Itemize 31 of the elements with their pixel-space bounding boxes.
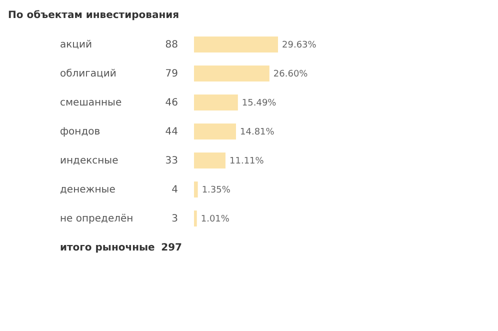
bar	[194, 210, 197, 226]
text: 297	[161, 242, 182, 254]
y-tick-label: денежные	[60, 184, 116, 196]
bar	[194, 152, 226, 168]
data-label: 33	[165, 156, 178, 166]
y-tick-label: не определён	[60, 214, 134, 224]
y-tick-label: смешанные	[60, 98, 122, 108]
data-label: 3	[172, 214, 178, 224]
data-label: 4	[172, 184, 178, 196]
bar	[194, 182, 198, 198]
annotation: 29.63%	[282, 40, 317, 50]
annotation: 15.49%	[242, 98, 277, 108]
annotation: 1.35%	[202, 186, 231, 196]
y-tick-label: индексные	[60, 156, 118, 166]
data-label: 44	[165, 126, 178, 138]
bar	[194, 36, 278, 52]
data-label: 79	[165, 68, 178, 80]
annotation: 26.60%	[273, 70, 308, 80]
data-label: 88	[165, 40, 178, 50]
annotation: 14.81%	[240, 128, 275, 138]
bar	[194, 94, 238, 110]
y-tick-label: акций	[60, 40, 92, 50]
annotation: 1.01%	[200, 214, 230, 224]
y-tick-label: облигаций	[60, 68, 116, 80]
data-label: 46	[165, 98, 178, 108]
annotation: 11.11%	[230, 156, 264, 166]
text: итого рыночные	[60, 242, 156, 254]
bar	[194, 66, 270, 82]
y-tick-label: фондов	[60, 126, 100, 138]
text: По объектам инвестирования	[8, 10, 180, 21]
bar	[194, 124, 236, 140]
